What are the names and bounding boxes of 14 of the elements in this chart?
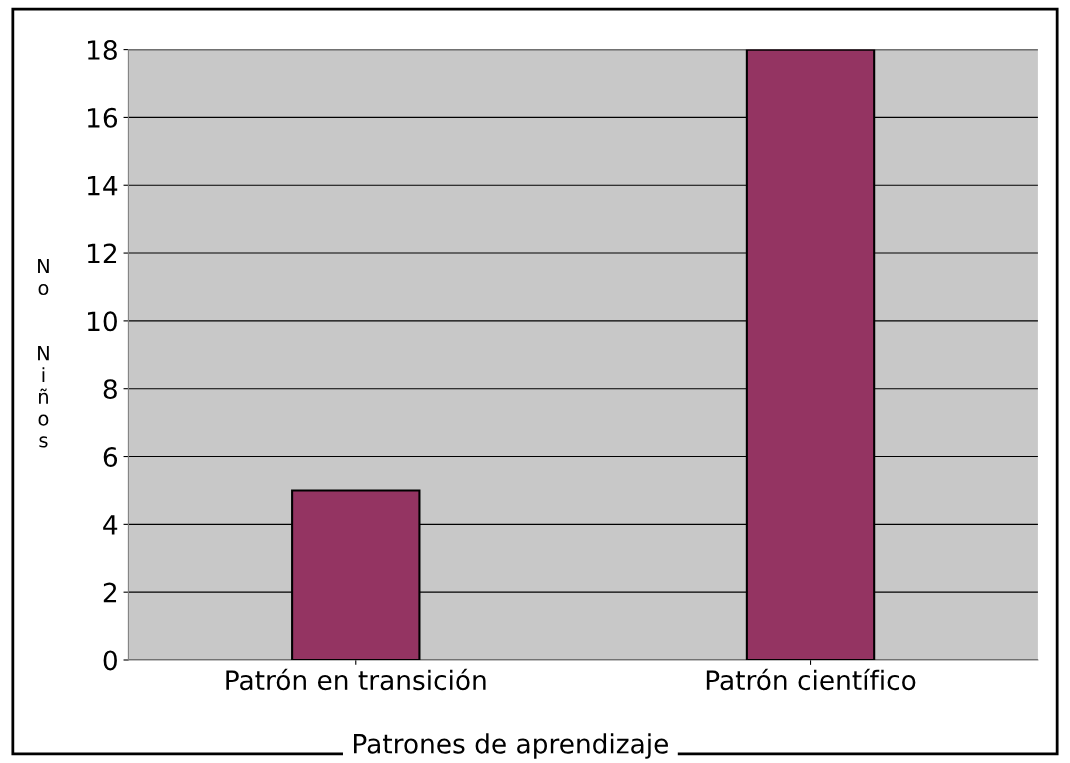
y-tick-label: 18 xyxy=(88,40,117,60)
y-tick-label: 2 xyxy=(103,582,117,603)
y-tick-label: 12 xyxy=(88,243,117,264)
y-tick-label: 16 xyxy=(88,107,118,128)
y-tick-label: 6 xyxy=(103,446,118,467)
y-tick-label: 4 xyxy=(103,515,118,535)
x-axis-title: Patrones de aprendizaje xyxy=(354,733,668,759)
y-tick-label: 0 xyxy=(103,650,117,671)
y-tick-label: 8 xyxy=(103,379,117,400)
y-tick-label: 14 xyxy=(88,176,118,196)
x-tick-label: Patrón científico xyxy=(706,668,916,691)
text: No Niños xyxy=(38,258,49,448)
y-tick-label: 10 xyxy=(88,311,117,332)
x-tick-label: Patrón en transición xyxy=(226,668,486,691)
